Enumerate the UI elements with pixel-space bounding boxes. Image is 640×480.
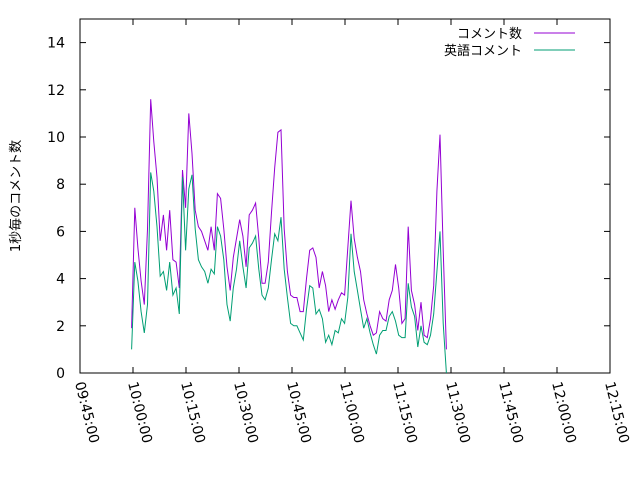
x-tick-label: 11:15:00 [389,380,420,445]
y-tick-label: 6 [56,224,65,240]
y-tick-label: 0 [56,366,65,382]
series-line-2 [131,172,447,374]
y-tick-label: 8 [56,177,65,193]
series-lines [131,99,447,374]
x-tick-label: 10:30:00 [230,380,261,445]
x-tick-label: 09:45:00 [71,380,102,445]
legend-label: コメント数 [457,27,522,42]
x-tick-label: 12:15:00 [601,380,632,445]
x-tick-label: 12:00:00 [548,380,579,445]
y-tick-label: 10 [47,130,65,146]
x-tick-label: 11:30:00 [442,380,473,445]
x-tick-label: 11:00:00 [336,380,367,445]
y-axis-ticks: 0 2 4 6 8 10 12 14 [47,36,610,382]
y-axis-title: 1秒毎のコメント数 [8,140,24,252]
x-tick-label: 10:00:00 [124,380,155,445]
x-tick-label: 10:45:00 [283,380,314,445]
x-tick-label: 11:45:00 [495,380,526,445]
x-tick-label: 10:15:00 [177,380,208,445]
legend-label: 英語コメント [444,43,522,59]
series-line-1 [131,99,447,350]
y-tick-label: 14 [47,36,65,52]
y-tick-label: 4 [56,272,65,288]
y-tick-label: 12 [47,83,65,99]
y-tick-label: 2 [56,319,65,335]
x-axis-ticks: 09:45:00 10:00:00 10:15:00 10:30:00 10:45:00… [71,19,632,445]
